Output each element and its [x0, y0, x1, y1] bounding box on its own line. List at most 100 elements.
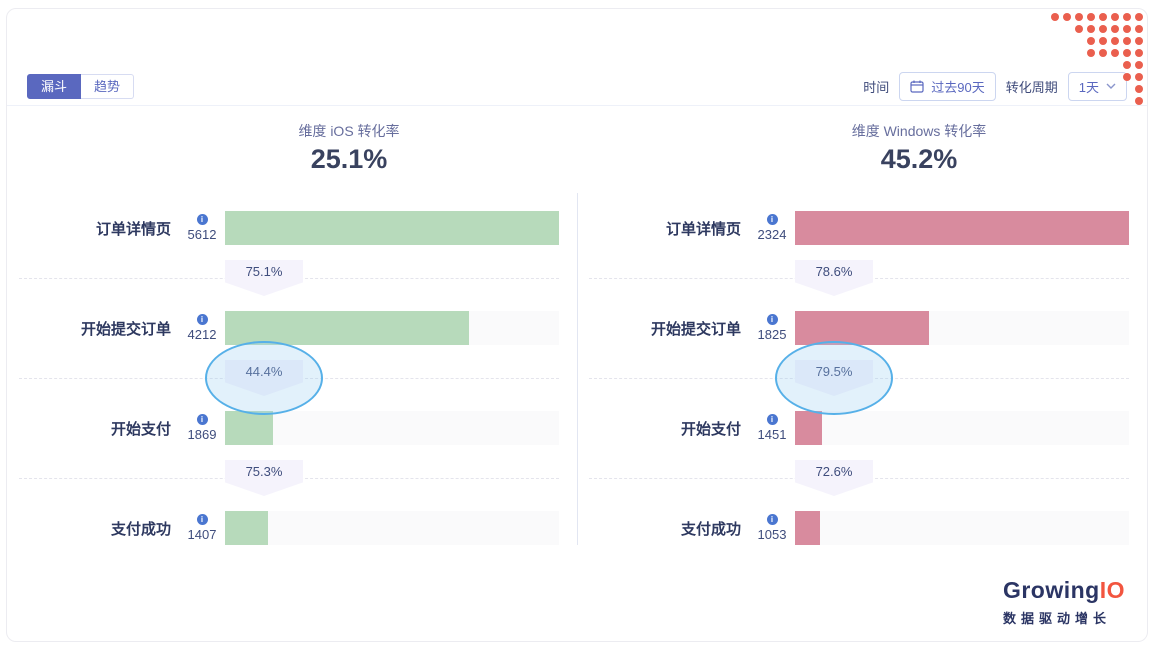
step-label: 开始提交订单	[650, 320, 741, 338]
step-meta: i 5612	[179, 214, 225, 242]
dot	[1087, 25, 1095, 33]
dot	[1075, 25, 1083, 33]
step-meta: i 1053	[749, 514, 795, 542]
panel-divider	[577, 193, 578, 545]
step-count: 2324	[757, 227, 787, 242]
funnel-step-row: 开始提交订单 i 1825	[589, 311, 1129, 345]
dot	[1123, 13, 1131, 21]
dot	[1135, 13, 1143, 21]
dot	[1111, 49, 1119, 57]
rate-badge-wrap: 79.5%	[775, 341, 893, 415]
funnel-bar	[795, 511, 821, 545]
toolbar: 漏斗 趋势 时间 过去90天 转化周期 1天	[27, 71, 1127, 101]
step-meta: i 1869	[179, 414, 225, 442]
rate-badge-wrap: 75.1%	[225, 260, 303, 296]
dot	[1051, 13, 1059, 21]
info-icon[interactable]: i	[196, 214, 208, 225]
conversion-rate-row: 78.6%	[589, 245, 1129, 311]
funnel-panel-windows: 维度 Windows 转化率 45.2% 订单详情页 i 2324 78.6% 开始提交订单…	[577, 105, 1147, 553]
funnel-step-row: 订单详情页 i 5612	[19, 211, 559, 245]
funnel-step-row: 支付成功 i 1407	[19, 511, 559, 545]
funnel-bar	[795, 311, 929, 345]
rate-badge-wrap: 72.6%	[795, 460, 873, 496]
date-range-button[interactable]: 过去90天	[899, 71, 996, 101]
dot-row	[1047, 23, 1143, 35]
step-meta: i 1825	[749, 314, 795, 342]
logo-wordmark: GrowingIO	[1003, 577, 1125, 604]
dot	[1099, 13, 1107, 21]
step-count: 4212	[187, 327, 217, 342]
bar-track	[795, 211, 1129, 245]
funnel-bar	[795, 411, 822, 445]
conversion-rate-row: 72.6%	[589, 445, 1129, 511]
step-meta: i 4212	[179, 314, 225, 342]
funnel-header-windows: 维度 Windows 转化率 45.2%	[589, 121, 1129, 175]
funnel-step-row: 开始支付 i 1451	[589, 411, 1129, 445]
dot	[1135, 37, 1143, 45]
info-icon[interactable]: i	[766, 314, 778, 325]
funnel-step-row: 订单详情页 i 2324	[589, 211, 1129, 245]
conversion-period-label: 转化周期	[1005, 79, 1058, 95]
info-icon[interactable]: i	[196, 314, 208, 325]
conversion-rate-row: 75.3%	[19, 445, 559, 511]
funnel-bar	[225, 311, 469, 345]
funnel-rows: 订单详情页 i 5612 75.1% 开始提交订单 i 4212 44.4% 开始支付 i 1869…	[19, 211, 559, 545]
step-label: 开始提交订单	[80, 320, 171, 338]
bar-track	[795, 411, 1129, 445]
calendar-icon	[910, 80, 924, 93]
step-count: 5612	[187, 227, 217, 242]
rate-badge-wrap: 75.3%	[225, 460, 303, 496]
tab-funnel[interactable]: 漏斗	[27, 73, 82, 99]
dot	[1099, 25, 1107, 33]
step-count: 1053	[757, 527, 787, 542]
conversion-rate-badge: 75.1%	[225, 260, 303, 296]
info-icon[interactable]: i	[766, 414, 778, 425]
dot-row	[1047, 71, 1143, 83]
step-count: 1451	[757, 427, 787, 442]
dot	[1135, 61, 1143, 69]
step-label: 订单详情页	[665, 220, 741, 238]
funnel-rows: 订单详情页 i 2324 78.6% 开始提交订单 i 1825 79.5% 开始支付 i 1451…	[589, 211, 1129, 545]
conversion-period-select[interactable]: 1天	[1067, 71, 1127, 101]
dot	[1111, 25, 1119, 33]
step-label: 开始支付	[680, 420, 741, 438]
conversion-rate-row: 44.4%	[19, 341, 559, 415]
dot	[1075, 13, 1083, 21]
funnel-dimension-label: 维度 iOS 转化率	[298, 123, 400, 139]
logo-brand-primary: Growing	[1002, 577, 1100, 603]
info-icon[interactable]: i	[766, 214, 778, 225]
funnel-bar	[225, 211, 559, 245]
logo-brand-accent: IO	[1099, 577, 1125, 603]
funnel-bar	[225, 511, 269, 545]
conversion-rate-row: 79.5%	[589, 341, 1129, 415]
dot	[1087, 13, 1095, 21]
step-label: 支付成功	[110, 520, 171, 538]
funnel-overall-rate: 45.2%	[880, 144, 958, 174]
dot	[1087, 37, 1095, 45]
info-icon[interactable]: i	[196, 414, 208, 425]
rate-badge-wrap: 78.6%	[795, 260, 873, 296]
tab-trend[interactable]: 趋势	[81, 73, 135, 99]
conversion-rate-badge: 44.4%	[225, 360, 303, 396]
step-label: 开始支付	[110, 420, 171, 438]
step-count: 1825	[757, 327, 787, 342]
funnels-container: 维度 iOS 转化率 25.1% 订单详情页 i 5612 75.1% 开始提交订单 i 421…	[7, 105, 1147, 553]
logo-tagline: 数据驱动增长	[1002, 611, 1111, 626]
funnel-analysis-card: 漏斗 趋势 时间 过去90天 转化周期 1天	[6, 8, 1148, 642]
dot	[1099, 49, 1107, 57]
dot	[1123, 73, 1131, 81]
conversion-rate-badge: 79.5%	[795, 360, 873, 396]
step-label: 支付成功	[680, 520, 741, 538]
dot	[1135, 97, 1143, 105]
step-label: 订单详情页	[95, 220, 171, 238]
dot	[1135, 85, 1143, 93]
step-meta: i 1407	[179, 514, 225, 542]
funnel-bar	[225, 411, 274, 445]
bar-track	[225, 511, 559, 545]
info-icon[interactable]: i	[196, 514, 208, 525]
info-icon[interactable]: i	[766, 514, 778, 525]
dot	[1063, 13, 1071, 21]
dot-row	[1047, 47, 1143, 59]
funnel-overall-rate: 25.1%	[310, 144, 388, 174]
conversion-rate-badge: 75.3%	[225, 460, 303, 496]
